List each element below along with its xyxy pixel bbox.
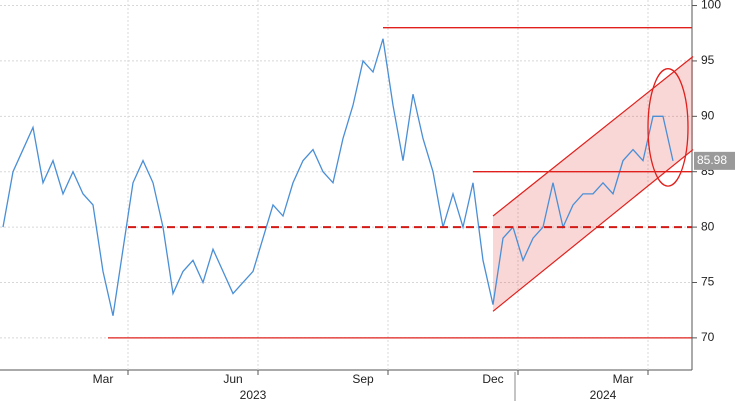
x-tick-label: Dec xyxy=(482,372,503,386)
x-tick-label: Mar xyxy=(613,372,634,386)
x-tick-label: Sep xyxy=(352,372,374,386)
year-label: 2023 xyxy=(240,388,267,401)
price-line xyxy=(2,38,674,316)
y-tick-label: 70 xyxy=(701,330,715,344)
last-value-label: 85.98 xyxy=(697,153,727,167)
y-tick-label: 95 xyxy=(701,53,715,67)
y-tick-label: 80 xyxy=(701,219,715,233)
channel-lower xyxy=(492,149,694,312)
channel-fill xyxy=(493,56,693,312)
x-tick-label: Mar xyxy=(93,372,114,386)
x-tick-label: Jun xyxy=(223,372,242,386)
highlight-ellipse xyxy=(647,68,689,187)
last-value-box xyxy=(694,151,735,170)
y-tick-label: 75 xyxy=(701,275,715,289)
y-tick-label: 100 xyxy=(701,0,721,12)
year-label: 2024 xyxy=(590,388,617,401)
y-tick-label: 90 xyxy=(701,108,715,122)
channel-upper xyxy=(492,56,694,217)
